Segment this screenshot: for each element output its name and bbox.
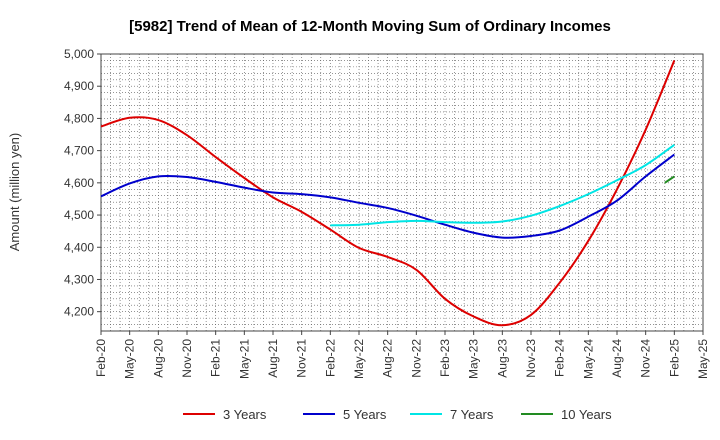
- legend: 3 Years 5 Years 7 Years 10 Years: [183, 407, 612, 422]
- legend-label-5-years: 5 Years: [343, 407, 387, 422]
- x-tick-label: May-24: [581, 339, 595, 379]
- x-tick-label: Nov-24: [639, 339, 653, 378]
- x-tick-label: May-23: [467, 339, 481, 379]
- x-tick-label: Aug-20: [151, 339, 165, 378]
- x-tick-label: May-25: [696, 339, 710, 379]
- x-axis: Feb-20 May-20 Aug-20 Nov-20 Feb-21 May-21 Aug-…: [94, 331, 710, 379]
- x-tick-label: Aug-23: [495, 339, 509, 378]
- legend-label-10-years: 10 Years: [561, 407, 612, 422]
- x-tick-label: Aug-24: [610, 339, 624, 378]
- y-tick-label: 5,000: [64, 47, 94, 61]
- y-tick-label: 4,800: [64, 111, 94, 125]
- y-axis-label: Amount (million yen): [7, 133, 22, 252]
- x-tick-label: Feb-20: [94, 339, 108, 377]
- y-tick-label: 4,900: [64, 79, 94, 93]
- x-tick-label: Aug-21: [266, 339, 280, 378]
- x-tick-label: May-20: [123, 339, 137, 379]
- y-tick-label: 4,400: [64, 240, 94, 254]
- series-line-5-years: [100, 153, 675, 239]
- y-tick-label: 4,700: [64, 144, 94, 158]
- series-lines: [100, 60, 676, 327]
- y-tick-label: 4,200: [64, 305, 94, 319]
- x-tick-label: May-22: [352, 339, 366, 379]
- x-tick-label: Feb-24: [553, 339, 567, 377]
- series-line-3-years: [100, 60, 676, 327]
- plot-area: [100, 53, 704, 332]
- y-tick-label: 4,500: [64, 208, 94, 222]
- x-tick-label: Nov-20: [180, 339, 194, 378]
- x-tick-label: Nov-21: [295, 339, 309, 378]
- x-tick-label: Feb-25: [667, 339, 681, 377]
- plot-border: [100, 53, 704, 332]
- legend-label-3-years: 3 Years: [223, 407, 267, 422]
- x-tick-label: Nov-23: [524, 339, 538, 378]
- series-line-7-years: [330, 144, 675, 227]
- y-tick-label: 4,300: [64, 272, 94, 286]
- x-tick-label: Feb-21: [209, 339, 223, 377]
- x-tick-label: Feb-23: [438, 339, 452, 377]
- plot-background: [101, 54, 703, 331]
- x-tick-label: Aug-22: [381, 339, 395, 378]
- chart-title: [5982] Trend of Mean of 12-Month Moving …: [129, 18, 611, 35]
- x-tick-label: May-21: [237, 339, 251, 379]
- y-axis: 4,200 4,300 4,400 4,500 4,600 4,700 4,800 4,900…: [64, 47, 101, 319]
- legend-label-7-years: 7 Years: [450, 407, 494, 422]
- y-tick-label: 4,600: [64, 176, 94, 190]
- x-tick-label: Nov-22: [409, 339, 423, 378]
- x-tick-label: Feb-22: [323, 339, 337, 377]
- series-line-10-years: [664, 175, 675, 184]
